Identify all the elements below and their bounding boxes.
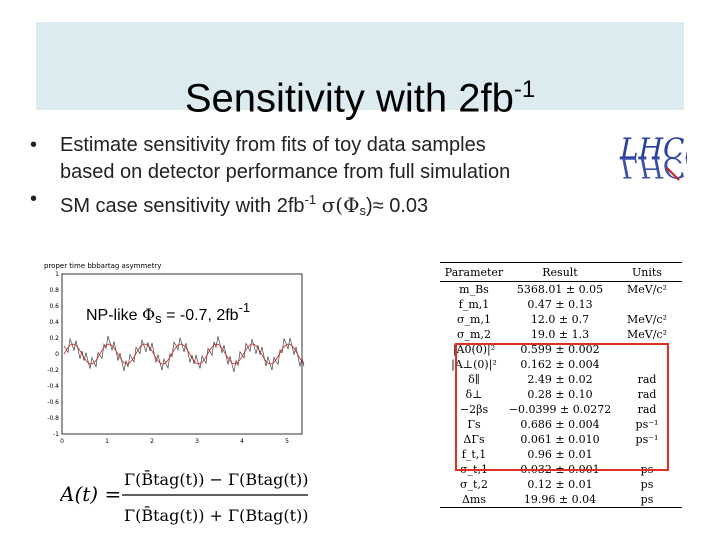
y-tick-label: 0.2 (49, 335, 59, 342)
y-tick-label: 1 (55, 271, 59, 278)
table-row: Γs 0.686 ± 0.004 ps⁻¹ (467, 418, 659, 431)
table-row: σ_m,2 19.0 ± 1.3 MeV/c² (457, 328, 667, 341)
logo-text-bottom: LHCb (619, 151, 687, 184)
x-tick-label: 1 (105, 438, 109, 445)
y-tick-label: -0.2 (47, 367, 59, 374)
table-row: f_m,1 0.47 ± 0.13 (458, 298, 593, 311)
np-label: NP-like Φs = -0.7, 2fb-1 (84, 300, 253, 326)
table-row: δ∥ 2.49 ± 0.02 rad (468, 373, 657, 386)
table-row: ΔΓs 0.061 ± 0.010 ps⁻¹ (463, 433, 659, 446)
x-tick-label: 2 (150, 438, 154, 445)
x-tick-label: 3 (195, 438, 199, 445)
asymmetry-data (63, 335, 305, 373)
asymmetry-plot: proper time bbbartag asymmetry 1 0.8 0.6 0.… (36, 258, 308, 448)
plot-title: proper time bbbartag asymmetry (44, 262, 161, 270)
table-row: |A0(0)|² 0.599 ± 0.002 (452, 343, 600, 356)
title-box: Sensitivity with 2fb-1 (36, 22, 684, 120)
lhcb-logo: LHCb LHCb (617, 124, 687, 190)
y-tick-label: 0.8 (49, 287, 59, 294)
table-header: Parameter Result Units (440, 262, 682, 282)
table-row: −2βs −0.0399 ± 0.0272 rad (459, 403, 657, 416)
results-table: Parameter Result Units m_Bs 5368.01 ± 0.0… (440, 262, 682, 508)
formula-lhs: A(t) = (60, 482, 121, 506)
formula-denominator: Γ(B̄tag(t)) + Γ(Btag(t)) (124, 504, 309, 525)
x-tick-label: 5 (285, 438, 289, 445)
y-tick-label: -1 (53, 431, 59, 438)
y-tick-label: 0 (55, 351, 59, 358)
x-tick-label: 4 (240, 438, 244, 445)
highlight-box (455, 343, 669, 471)
y-tick-label: -0.8 (47, 415, 59, 422)
table-row: δ⊥ 0.28 ± 0.10 rad (465, 388, 657, 401)
y-tick-label: 0.4 (49, 319, 59, 326)
table-row: f_t,1 0.96 ± 0.01 (461, 448, 593, 461)
y-tick-label: -0.4 (47, 383, 59, 390)
y-tick-label: 0.6 (49, 303, 59, 310)
slide-title: Sensitivity with 2fb-1 (184, 76, 536, 121)
fit-curve (63, 343, 305, 365)
x-tick-label: 0 (60, 438, 64, 445)
bullet-list: • Estimate sensitivity from fits of toy … (30, 132, 510, 224)
bullet-item: • SM case sensitivity with 2fb-1 σ(Φs)≈ … (30, 188, 429, 218)
asymmetry-formula: A(t) = Γ(B̄tag(t)) − Γ(Btag(t)) Γ(B̄tag(… (60, 468, 309, 525)
table-row: σ_m,1 12.0 ± 0.7 MeV/c² (457, 313, 667, 326)
logo-text-top: LHCb (619, 132, 687, 165)
bullet-item: • Estimate sensitivity from fits of toy … (30, 134, 511, 183)
table-row: σ_t,2 0.12 ± 0.01 ps (460, 478, 654, 491)
table-row: |A⊥(0)|² 0.162 ± 0.004 (451, 358, 600, 371)
plot-frame (61, 273, 303, 435)
formula-numerator: Γ(B̄tag(t)) − Γ(Btag(t)) (124, 468, 309, 489)
table-row: m_Bs 5368.01 ± 0.05 MeV/c² (459, 283, 667, 296)
table-row: Δms 19.96 ± 0.04 ps (440, 492, 682, 508)
y-tick-label: -0.6 (47, 399, 59, 406)
